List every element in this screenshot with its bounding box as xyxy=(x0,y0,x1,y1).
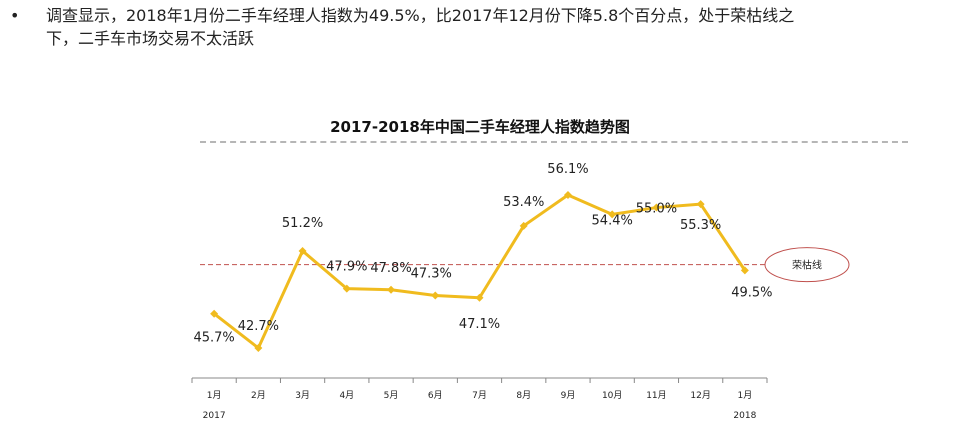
data-point-marker xyxy=(696,200,705,209)
data-point-marker xyxy=(298,246,307,255)
x-tick-label: 1月 xyxy=(738,390,753,401)
bullet-text-line-1: 调查显示，2018年1月份二手车经理人指数为49.5%，比2017年12月份下降… xyxy=(46,6,795,25)
data-label: 51.2% xyxy=(282,216,323,231)
bullet-marker: • xyxy=(10,6,20,25)
x-tick-label: 7月 xyxy=(472,390,487,401)
data-label: 56.1% xyxy=(547,162,588,177)
data-label: 53.4% xyxy=(503,195,544,210)
data-label: 47.9% xyxy=(326,260,367,275)
x-tick-label: 8月 xyxy=(516,390,531,401)
bullet-text: 调查显示，2018年1月份二手车经理人指数为49.5%，比2017年12月份下降… xyxy=(46,4,794,50)
data-label: 47.1% xyxy=(459,317,500,332)
bullet-point: • 调查显示，2018年1月份二手车经理人指数为49.5%，比2017年12月份… xyxy=(10,4,940,50)
data-label: 47.3% xyxy=(411,266,452,281)
x-tick-label: 3月 xyxy=(295,390,310,401)
x-tick-label: 11月 xyxy=(646,390,666,401)
data-point-marker xyxy=(519,221,528,230)
x-tick-label: 12月 xyxy=(690,390,710,401)
x-year-label: 2018 xyxy=(733,411,756,421)
x-tick-label: 2月 xyxy=(251,390,266,401)
data-label: 55.0% xyxy=(636,202,677,217)
data-label: 55.3% xyxy=(680,218,721,233)
data-label: 49.5% xyxy=(731,285,772,300)
data-label: 45.7% xyxy=(193,331,234,346)
data-point-marker xyxy=(608,210,617,219)
x-year-label: 2017 xyxy=(203,411,226,421)
data-label: 42.7% xyxy=(238,319,279,334)
title-divider xyxy=(200,141,908,143)
x-tick-label: 9月 xyxy=(561,390,576,401)
data-point-marker xyxy=(210,309,219,318)
x-tick-label: 10月 xyxy=(602,390,622,401)
data-label: 54.4% xyxy=(592,213,633,228)
data-point-marker xyxy=(387,285,396,294)
x-tick-label: 4月 xyxy=(339,390,354,401)
x-tick-label: 6月 xyxy=(428,390,443,401)
bullet-text-line-2: 下，二手车市场交易不太活跃 xyxy=(46,29,255,48)
reference-line-badge xyxy=(764,247,850,283)
data-point-marker xyxy=(740,266,749,275)
data-point-marker xyxy=(254,344,263,352)
data-point-marker xyxy=(563,191,572,199)
data-point-marker xyxy=(342,284,351,293)
reference-line-label: 荣枯线 xyxy=(792,259,822,272)
data-point-marker xyxy=(475,293,484,302)
x-tick-label: 5月 xyxy=(384,390,399,401)
chart-title: 2017-2018年中国二手车经理人指数趋势图 xyxy=(330,118,630,136)
x-tick-label: 1月 xyxy=(207,390,222,401)
data-label: 47.8% xyxy=(370,261,411,276)
data-point-marker xyxy=(431,291,440,300)
data-point-marker xyxy=(652,203,661,212)
